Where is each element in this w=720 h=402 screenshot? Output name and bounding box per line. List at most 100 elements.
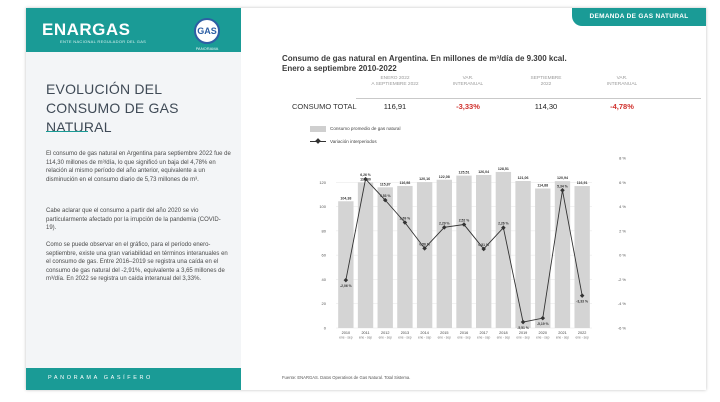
bar-label-2016: 125,51 <box>459 171 470 175</box>
x-subtick-2010: ene - sep <box>339 336 353 340</box>
logo-subtitle: ENTE NACIONAL REGULADOR DEL GAS <box>60 39 147 44</box>
y-left-tick-5: 100 <box>319 204 326 209</box>
seal-caption: PANORAMA <box>195 46 219 51</box>
bar-2016 <box>456 175 472 328</box>
x-subtick-2020: ene - sep <box>536 336 550 340</box>
variation-point-2022 <box>579 293 585 298</box>
kpi-header-2: VAR. INTERANUAL <box>438 76 498 88</box>
x-tick-2017: 2017 <box>479 331 487 335</box>
bar-2011 <box>357 182 374 328</box>
x-subtick-2014: ene - sep <box>418 336 432 340</box>
x-subtick-2017: ene - sep <box>477 336 491 340</box>
y-left-tick-0: 0 <box>324 326 327 331</box>
kpi-header-3-text: SEPTIEMBRE 2022 <box>530 76 562 87</box>
variation-label-2014: 0,56 % <box>419 242 430 246</box>
y-right-tick-0: -6 % <box>618 326 627 331</box>
x-subtick-2016: ene - sep <box>457 336 471 340</box>
legend-marker-icon <box>315 138 321 144</box>
variation-point-2020 <box>540 315 546 321</box>
x-tick-2014: 2014 <box>420 331 428 335</box>
bar-label-2017: 126,04 <box>478 170 489 174</box>
variation-point-2010 <box>343 277 349 283</box>
bar-label-2010: 104,38 <box>340 196 351 200</box>
variation-point-2016 <box>461 222 467 227</box>
variation-label-2021: 5,34 % <box>557 184 568 188</box>
variation-point-2015 <box>442 225 447 230</box>
kpi-divider <box>356 98 701 99</box>
footer-bar: PANORAMA GASÍFERO <box>26 368 241 390</box>
bar-label-2013: 116,98 <box>400 181 411 185</box>
y-right-tick-5: 4 % <box>619 204 626 209</box>
variation-line <box>345 178 583 323</box>
chart-title-line-2: Enero a septiembre 2010-2022 <box>282 64 397 73</box>
bar-label-2014: 120,16 <box>419 177 430 181</box>
x-tick-2013: 2013 <box>401 331 409 335</box>
paragraph-2: Cabe aclarar que el consumo a partir del… <box>46 208 221 232</box>
x-tick-2011: 2011 <box>361 331 369 335</box>
bar-2021 <box>554 181 571 328</box>
left-panel: ENARGAS ENTE NACIONAL REGULADOR DEL GAS … <box>26 8 241 390</box>
footer-label: PANORAMA GASÍFERO <box>48 375 153 381</box>
kpi-header-1: ENERO 2022 A SEPTIEMBRE 2022 <box>362 76 428 88</box>
bar-2018 <box>495 171 512 328</box>
variation-point-2013 <box>402 220 408 225</box>
variation-label-2018: 2,26 % <box>498 222 509 226</box>
x-tick-2010: 2010 <box>342 331 350 335</box>
chart-title-line-1: Consumo de gas natural en Argentina. En … <box>282 54 567 63</box>
bar-label-2011: 119,80 <box>360 178 371 182</box>
bar-label-2021: 120,94 <box>557 176 568 180</box>
enargas-logo: ENARGAS <box>42 20 131 39</box>
x-tick-2022: 2022 <box>578 331 586 335</box>
x-tick-2018: 2018 <box>499 331 507 335</box>
bar-2020 <box>535 188 551 328</box>
x-subtick-2018: ene - sep <box>497 336 511 340</box>
variation-label-2012: 4,53 % <box>380 194 391 198</box>
variation-label-2016: 2,52 % <box>459 219 470 223</box>
y-right-tick-4: 2 % <box>619 228 626 233</box>
panorama-seal-icon: GAS <box>194 18 220 44</box>
kpi-value-2: -3,33% <box>456 102 480 111</box>
title-divider <box>46 131 88 132</box>
variation-label-2022: -3,33 % <box>576 300 588 304</box>
x-tick-2012: 2012 <box>381 331 389 335</box>
kpi-label: CONSUMO TOTAL <box>292 102 357 111</box>
slide: ENARGAS ENTE NACIONAL REGULADOR DEL GAS … <box>26 8 706 390</box>
x-tick-2019: 2019 <box>519 331 527 335</box>
bar-label-2018: 128,51 <box>498 167 509 171</box>
kpi-header-4-text: VAR. INTERANUAL <box>606 76 638 87</box>
kpi-header-4: VAR. INTERANUAL <box>592 76 652 88</box>
y-left-tick-4: 80 <box>322 228 327 233</box>
bar-label-2020: 114,88 <box>537 184 548 188</box>
x-subtick-2022: ene - sep <box>576 336 590 340</box>
legend-bar-label: Consumo promedio de gas natural <box>330 126 401 131</box>
bar-2010 <box>338 201 354 328</box>
variation-point-2019 <box>520 319 526 325</box>
bar-label-2019: 121,06 <box>518 176 529 180</box>
bar-2015 <box>436 179 452 328</box>
bar-label-2022: 116,91 <box>577 181 588 185</box>
bar-label-2012: 115,87 <box>380 182 391 186</box>
variation-label-2015: 2,29 % <box>439 221 450 225</box>
x-subtick-2015: ene - sep <box>438 336 452 340</box>
kpi-value-1: 116,91 <box>383 102 407 111</box>
y-left-tick-6: 120 <box>319 180 326 185</box>
x-tick-2021: 2021 <box>558 331 566 335</box>
kpi-header-2-text: VAR. INTERANUAL <box>452 76 484 87</box>
bar-2013 <box>397 185 413 328</box>
bar-2017 <box>476 174 492 328</box>
bar-2012 <box>377 187 393 328</box>
source-note: Fuente: ENARGAS. Datos Operativos de Gas… <box>282 375 411 380</box>
bar-2022 <box>574 186 590 328</box>
variation-label-2010: -2,06 % <box>340 284 352 288</box>
paragraph-1: El consumo de gas natural en Argentina p… <box>46 151 231 183</box>
y-left-tick-1: 20 <box>322 301 327 306</box>
kpi-header-1-text: ENERO 2022 A SEPTIEMBRE 2022 <box>371 76 419 87</box>
variation-label-2011: 6,26 % <box>360 173 371 177</box>
variation-point-2018 <box>501 225 506 230</box>
variation-point-2011 <box>363 176 368 182</box>
y-left-tick-2: 40 <box>322 277 327 282</box>
x-tick-2016: 2016 <box>460 331 468 335</box>
y-right-tick-2: -2 % <box>618 277 627 282</box>
kpi-value-4: -4,78% <box>610 102 634 111</box>
variation-label-2020: -5,19 % <box>537 322 549 326</box>
